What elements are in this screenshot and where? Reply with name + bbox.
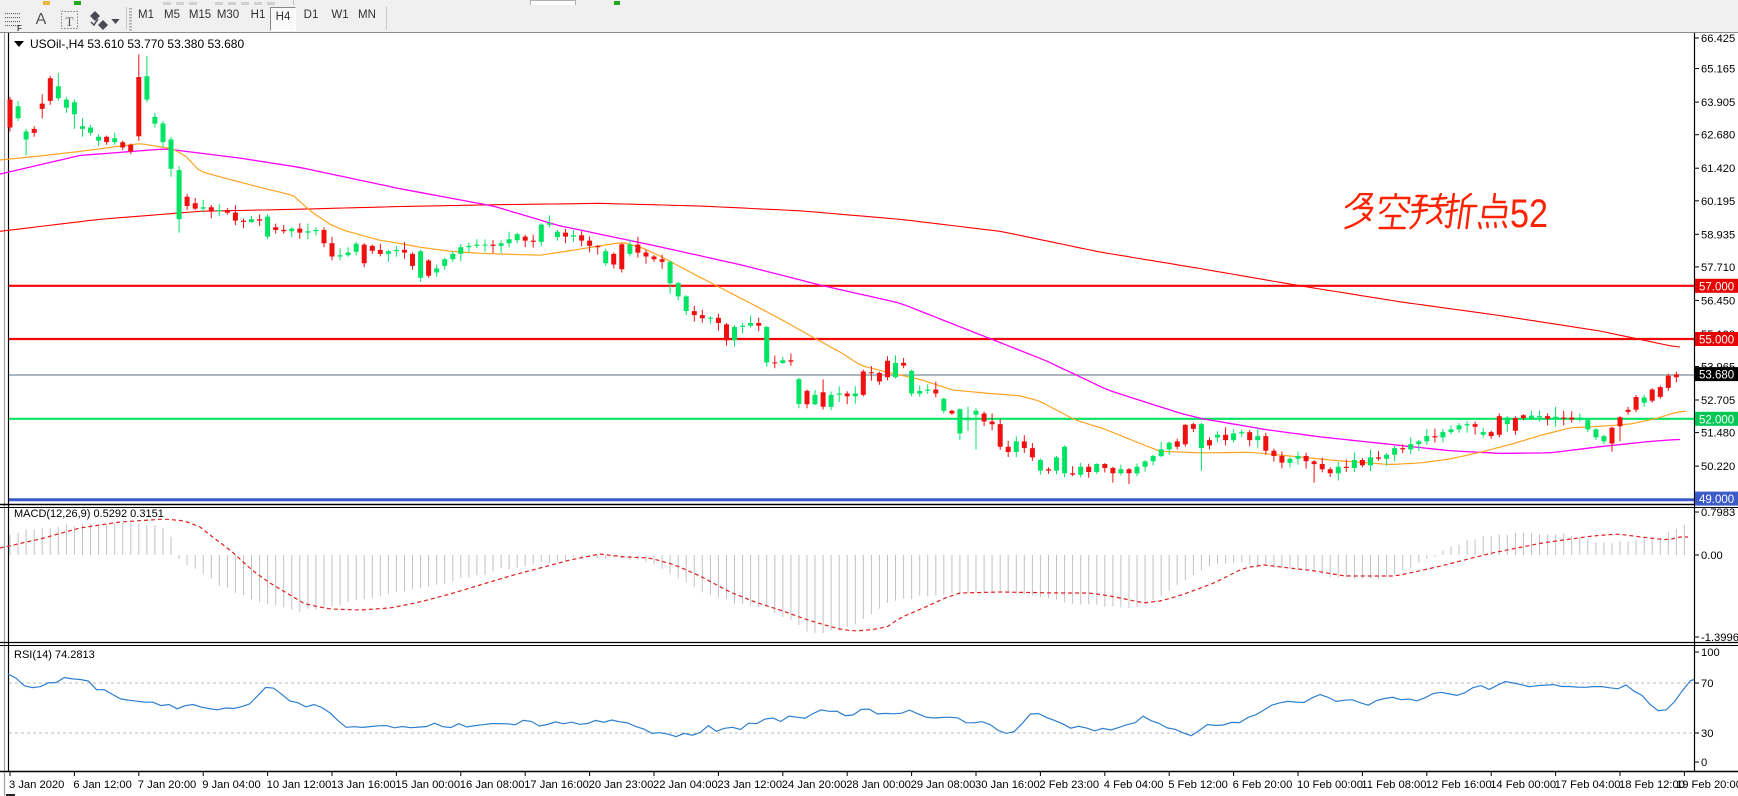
svg-text:22 Jan 04:00: 22 Jan 04:00 [653,779,718,791]
svg-text:23 Jan 12:00: 23 Jan 12:00 [717,779,782,791]
svg-text:24 Jan 20:00: 24 Jan 20:00 [782,779,847,791]
svg-text:F: F [17,24,22,33]
svg-text:56.450: 56.450 [1701,295,1735,307]
svg-text:53.680: 53.680 [1699,370,1734,382]
svg-text:2 Feb 23:00: 2 Feb 23:00 [1039,779,1099,791]
svg-text:52.000: 52.000 [1699,414,1734,426]
svg-text:52: 52 [1510,193,1548,235]
svg-text:63.905: 63.905 [1701,97,1735,109]
svg-text:55.000: 55.000 [1699,335,1734,347]
svg-text:49.000: 49.000 [1699,494,1734,506]
svg-text:50.220: 50.220 [1701,461,1735,473]
svg-text:57.710: 57.710 [1701,262,1735,274]
svg-text:70: 70 [1701,678,1713,690]
svg-text:0: 0 [1701,757,1707,769]
svg-text:20 Jan 23:00: 20 Jan 23:00 [589,779,654,791]
svg-text:30 Jan 16:00: 30 Jan 16:00 [975,779,1040,791]
svg-text:11 Feb 08:00: 11 Feb 08:00 [1361,779,1426,791]
svg-text:0.00: 0.00 [1701,550,1723,562]
svg-text:28 Jan 00:00: 28 Jan 00:00 [846,779,911,791]
svg-text:17 Feb 04:00: 17 Feb 04:00 [1555,779,1621,791]
svg-text:58.935: 58.935 [1701,229,1735,241]
svg-text:14 Feb 00:00: 14 Feb 00:00 [1490,779,1556,791]
svg-text:RSI(14) 74.2813: RSI(14) 74.2813 [14,649,95,661]
svg-text:15 Jan 00:00: 15 Jan 00:00 [395,779,460,791]
svg-text:13 Jan 16:00: 13 Jan 16:00 [331,779,396,791]
svg-text:19 Feb 20:00: 19 Feb 20:00 [1676,779,1738,791]
svg-text:10 Jan 12:00: 10 Jan 12:00 [267,779,332,791]
svg-text:7 Jan 20:00: 7 Jan 20:00 [138,779,196,791]
svg-text:65.165: 65.165 [1701,64,1735,76]
svg-text:30: 30 [1701,728,1713,740]
svg-text:9 Jan 04:00: 9 Jan 04:00 [202,779,260,791]
svg-text:17 Jan 16:00: 17 Jan 16:00 [524,779,589,791]
svg-text:5 Feb 12:00: 5 Feb 12:00 [1168,779,1228,791]
svg-text:10 Feb 00:00: 10 Feb 00:00 [1297,779,1363,791]
svg-text:-1.3996: -1.3996 [1701,632,1738,644]
svg-text:18 Feb 12:00: 18 Feb 12:00 [1619,779,1685,791]
svg-text:60.195: 60.195 [1701,196,1735,208]
svg-text:6 Jan 12:00: 6 Jan 12:00 [73,779,131,791]
svg-text:T: T [66,14,74,29]
svg-text:4 Feb 04:00: 4 Feb 04:00 [1104,779,1164,791]
svg-text:52.705: 52.705 [1701,395,1735,407]
svg-text:62.680: 62.680 [1701,130,1735,142]
svg-text:100: 100 [1701,647,1720,659]
svg-text:12 Feb 16:00: 12 Feb 16:00 [1426,779,1492,791]
svg-text:0.7983: 0.7983 [1701,507,1735,519]
svg-text:16 Jan 08:00: 16 Jan 08:00 [460,779,525,791]
svg-text:29 Jan 08:00: 29 Jan 08:00 [911,779,976,791]
svg-text:MACD(12,26,9) 0.5292 0.3151: MACD(12,26,9) 0.5292 0.3151 [14,508,164,520]
svg-text:61.420: 61.420 [1701,163,1735,175]
svg-text:66.425: 66.425 [1701,33,1735,45]
svg-text:3 Jan 2020: 3 Jan 2020 [9,779,64,791]
svg-text:57.000: 57.000 [1699,281,1734,293]
svg-text:51.480: 51.480 [1701,428,1735,440]
svg-text:6 Feb 20:00: 6 Feb 20:00 [1233,779,1293,791]
svg-text:USOil-,H4 53.610 53.770 53.38: USOil-,H4 53.610 53.770 53.380 53.680 [30,37,244,51]
